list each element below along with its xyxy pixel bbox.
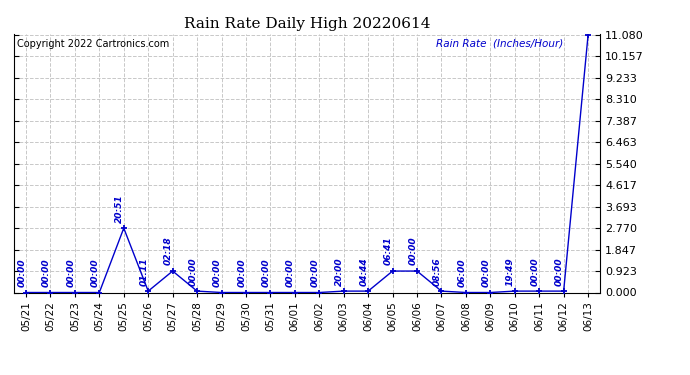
Text: 00:00: 00:00: [188, 257, 197, 285]
Text: 00:00: 00:00: [555, 257, 564, 285]
Title: Rain Rate Daily High 20220614: Rain Rate Daily High 20220614: [184, 17, 431, 31]
Text: 06:41: 06:41: [384, 237, 393, 266]
Text: 00:00: 00:00: [17, 258, 26, 287]
Text: 00:00: 00:00: [482, 258, 491, 287]
Text: 20:51: 20:51: [115, 194, 124, 223]
Text: 01:11: 01:11: [139, 257, 148, 285]
Text: 00:00: 00:00: [90, 258, 99, 287]
Text: 08:56: 08:56: [433, 257, 442, 285]
Text: 00:00: 00:00: [408, 237, 417, 266]
Text: Rain Rate  (Inches/Hour): Rain Rate (Inches/Hour): [436, 39, 563, 49]
Text: 00:00: 00:00: [310, 258, 319, 287]
Text: 00:00: 00:00: [237, 258, 246, 287]
Text: Copyright 2022 Cartronics.com: Copyright 2022 Cartronics.com: [17, 39, 169, 49]
Text: 06:00: 06:00: [457, 258, 466, 287]
Text: 04:44: 04:44: [359, 257, 368, 285]
Text: 00:00: 00:00: [262, 258, 270, 287]
Text: 19:49: 19:49: [506, 257, 515, 285]
Text: 00:00: 00:00: [531, 257, 540, 285]
Text: 00:00: 00:00: [213, 258, 222, 287]
Text: 00:00: 00:00: [286, 258, 295, 287]
Text: 02:18: 02:18: [164, 237, 173, 266]
Text: 20:00: 20:00: [335, 257, 344, 285]
Text: 00:00: 00:00: [66, 258, 75, 287]
Text: 00:00: 00:00: [42, 258, 51, 287]
